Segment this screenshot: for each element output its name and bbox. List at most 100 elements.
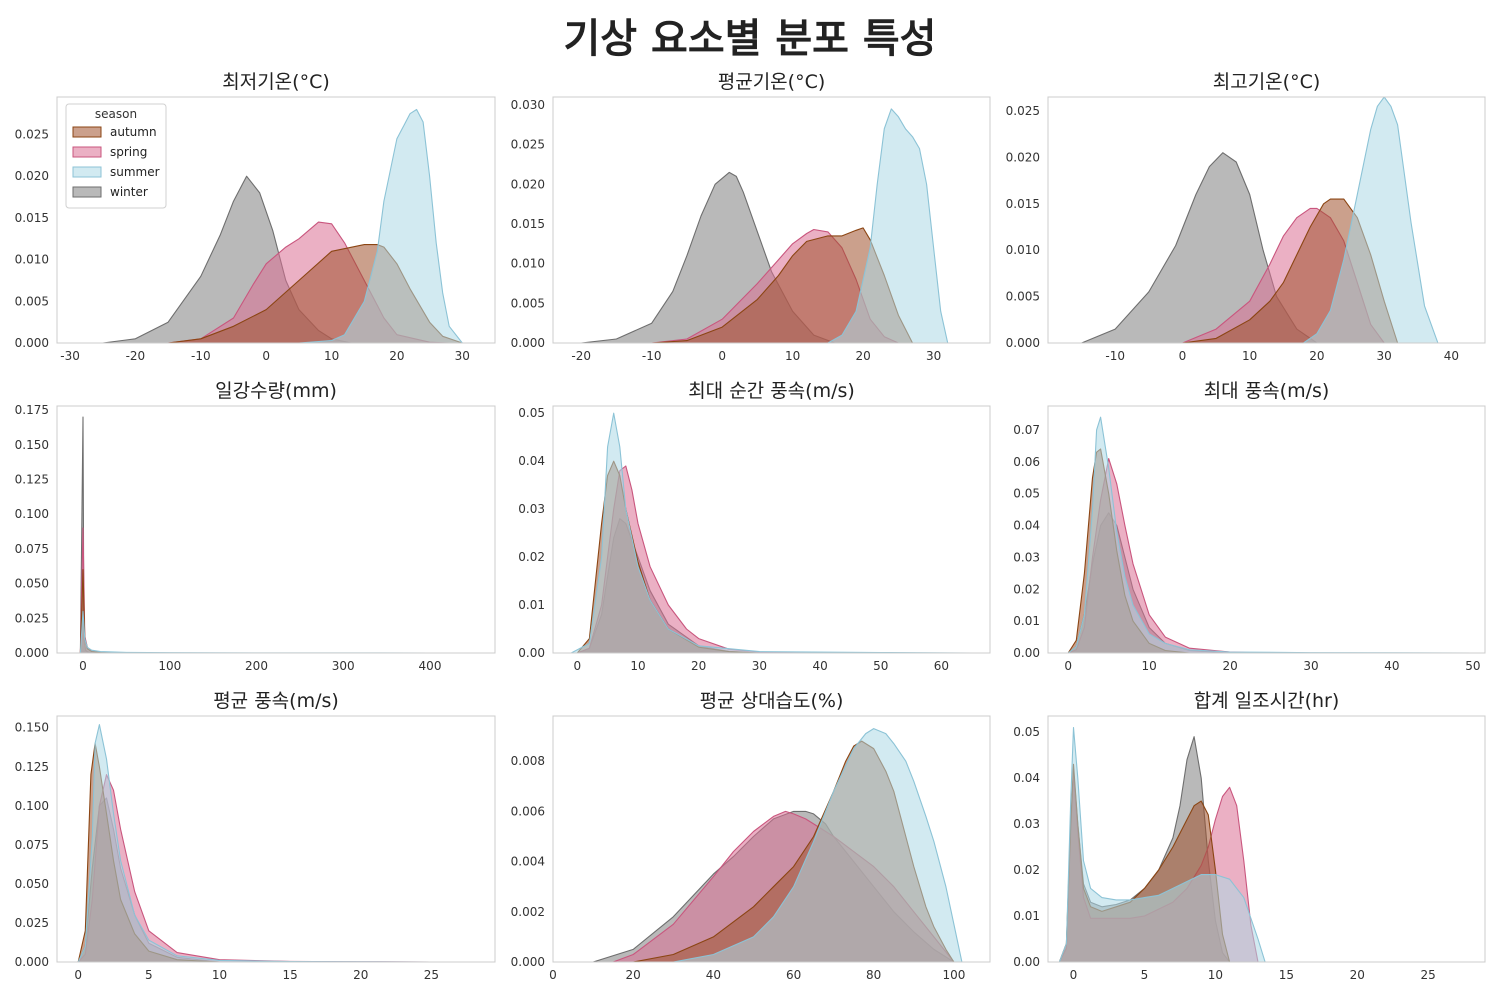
y-tick-label: 0.000	[1006, 336, 1040, 350]
x-tick-label: 0	[262, 349, 270, 363]
y-tick-label: 0.03	[518, 502, 545, 516]
x-tick-label: 25	[1421, 968, 1436, 982]
x-tick-label: 0	[1070, 968, 1078, 982]
x-tick-label: -30	[60, 349, 80, 363]
x-tick-label: 30	[1303, 659, 1318, 673]
y-tick-label: 0.01	[518, 598, 545, 612]
y-tick-label: 0.025	[15, 916, 49, 930]
y-tick-label: 0.000	[15, 955, 49, 969]
x-tick-label: 100	[942, 968, 965, 982]
density-area-summer	[298, 108, 463, 343]
panel-3: 최고기온(°C) -10 0 10 20 30 40 0.000 0.005 0.010 0.015…	[1006, 71, 1486, 363]
legend-swatch-autumn	[72, 126, 102, 138]
density-area-summer	[1302, 97, 1439, 343]
x-tick-label: 80	[866, 968, 881, 982]
x-tick-label: 5	[1141, 968, 1149, 982]
x-tick-label: 20	[1350, 968, 1365, 982]
y-tick-label: 0.020	[15, 169, 49, 183]
y-tick-label: 0.01	[1013, 909, 1040, 923]
y-tick-label: 0.050	[15, 877, 49, 891]
legend: season autumn spring summer winter	[65, 103, 167, 209]
x-tick-label: -20	[126, 349, 146, 363]
x-tick-label: 20	[1222, 659, 1237, 673]
x-tick-label: 30	[752, 659, 767, 673]
y-tick-label: 0.00	[518, 646, 545, 660]
x-tick-label: 10	[1208, 968, 1223, 982]
panel-title: 최대 풍속(m/s)	[1204, 380, 1330, 402]
panel-title: 평균 풍속(m/s)	[213, 690, 339, 712]
series-group	[1081, 97, 1439, 343]
y-tick-label: 0.005	[15, 294, 49, 308]
legend-label-summer: summer	[110, 165, 160, 179]
x-tick-label: 25	[424, 968, 439, 982]
x-tick-label: 20	[389, 349, 404, 363]
y-tick-label: 0.030	[511, 98, 545, 112]
y-tick-label: 0.03	[1013, 817, 1040, 831]
legend-label-autumn: autumn	[110, 125, 157, 139]
x-tick-label: 20	[626, 968, 641, 982]
x-tick-label: 50	[873, 659, 888, 673]
density-area-spring	[79, 527, 153, 653]
panel-title: 최저기온(°C)	[222, 71, 330, 93]
x-tick-label: 20	[1309, 349, 1324, 363]
series-group	[1067, 416, 1474, 653]
y-tick-label: 0.008	[511, 754, 545, 768]
x-tick-label: 15	[282, 968, 297, 982]
y-tick-label: 0.015	[511, 217, 545, 231]
y-tick-label: 0.010	[511, 257, 545, 271]
series-group	[102, 108, 463, 343]
series-group	[592, 728, 963, 962]
legend-label-winter: winter	[110, 185, 148, 199]
x-tick-label: 0	[549, 968, 557, 982]
x-tick-label: 60	[934, 659, 949, 673]
x-tick-label: 0	[718, 349, 726, 363]
series-group	[79, 416, 483, 653]
density-area-summer	[77, 724, 432, 962]
plot-frame	[56, 405, 496, 654]
x-tick-label: 100	[158, 659, 181, 673]
density-area-summer	[1058, 726, 1266, 962]
x-tick-label: 40	[706, 968, 721, 982]
y-tick-label: 0.100	[15, 799, 49, 813]
y-tick-label: 0.005	[1006, 290, 1040, 304]
panel-4: 일강수량(mm) 0 100 200 300 400 0.000 0.025 0.050 0.07…	[15, 380, 496, 673]
panel-2: 평균기온(°C) -20 -10 0 10 20 30 0.000 0.005 0.010 0.01…	[511, 71, 991, 363]
x-tick-label: 0	[573, 659, 581, 673]
y-tick-label: 0.05	[1013, 725, 1040, 739]
legend-swatch-spring	[72, 146, 102, 158]
y-tick-label: 0.025	[1006, 104, 1040, 118]
x-tick-label: 0	[79, 659, 87, 673]
plot-frame	[56, 96, 496, 344]
density-area-summer	[570, 412, 973, 653]
y-tick-label: 0.175	[15, 403, 49, 417]
y-tick-label: 0.025	[15, 611, 49, 625]
x-tick-label: 30	[455, 349, 470, 363]
y-tick-label: 0.05	[518, 406, 545, 420]
x-tick-label: 0	[1179, 349, 1187, 363]
x-tick-label: 50	[1465, 659, 1480, 673]
y-tick-label: 0.000	[15, 646, 49, 660]
series-group	[77, 724, 432, 962]
plot-frame	[552, 96, 991, 344]
x-tick-label: 15	[1279, 968, 1294, 982]
y-tick-label: 0.150	[15, 721, 49, 735]
panel-title: 최고기온(°C)	[1213, 71, 1321, 93]
x-tick-label: 40	[1384, 659, 1399, 673]
y-tick-label: 0.075	[15, 838, 49, 852]
y-tick-label: 0.04	[1013, 771, 1040, 785]
plot-frame	[1047, 405, 1486, 654]
x-tick-label: 0	[1064, 659, 1072, 673]
y-tick-label: 0.04	[518, 454, 545, 468]
plot-frame	[56, 715, 496, 963]
x-tick-label: 10	[1142, 659, 1157, 673]
density-area-summer	[79, 610, 483, 653]
plot-frame	[1047, 715, 1486, 963]
legend-title: season	[95, 107, 137, 121]
x-tick-label: 400	[419, 659, 442, 673]
density-area-summer	[827, 108, 949, 343]
y-tick-label: 0.150	[15, 438, 49, 452]
x-tick-label: -20	[571, 349, 591, 363]
x-tick-label: 5	[145, 968, 153, 982]
density-area-autumn	[79, 569, 153, 653]
y-tick-label: 0.005	[511, 296, 545, 310]
